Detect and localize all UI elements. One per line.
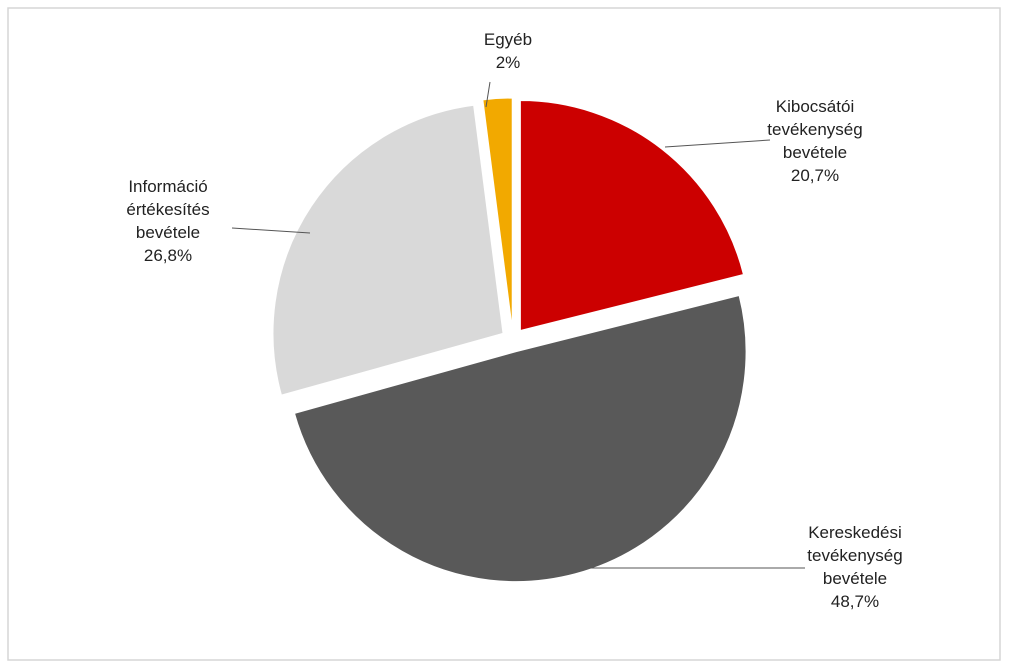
- value-label: 48,7%: [831, 592, 879, 611]
- label-line: bevétele: [783, 143, 847, 162]
- slice-label: Kereskedési tevékenység bevétele: [807, 523, 902, 588]
- pie-slice: [293, 294, 747, 583]
- pie-slice: [519, 100, 745, 332]
- value-label: 26,8%: [144, 246, 192, 265]
- label-line: tevékenység: [807, 546, 902, 565]
- label-line: bevétele: [823, 569, 887, 588]
- leader-line: [485, 81, 491, 108]
- label-line: Egyéb: [484, 30, 532, 49]
- slice-label: Információ értékesítés bevétele: [126, 177, 209, 242]
- pie-slice: [482, 97, 513, 329]
- value-label: 2%: [496, 53, 521, 72]
- pie-slice: [272, 104, 504, 396]
- leader-line: [664, 139, 771, 148]
- slice-label: Egyéb: [484, 30, 532, 49]
- leader-line: [231, 227, 311, 234]
- label-line: értékesítés: [126, 200, 209, 219]
- label-line: Kereskedési: [808, 523, 902, 542]
- label-line: bevétele: [136, 223, 200, 242]
- value-label: 20,7%: [791, 166, 839, 185]
- label-line: tevékenység: [767, 120, 862, 139]
- label-line: Információ: [128, 177, 207, 196]
- slice-label: Kibocsátói tevékenység bevétele: [767, 97, 862, 162]
- label-line: Kibocsátói: [776, 97, 854, 116]
